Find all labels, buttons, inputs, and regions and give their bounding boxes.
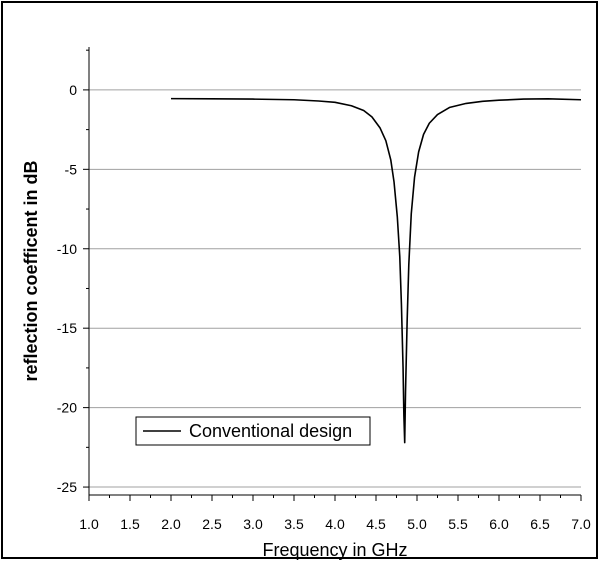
tick-marks xyxy=(83,49,582,501)
x-tick-label: 6.0 xyxy=(489,516,509,532)
x-tick-label: 7.0 xyxy=(571,516,591,532)
y-tick-label: -15 xyxy=(57,320,77,336)
x-tick-label: 6.5 xyxy=(530,516,550,532)
gridlines xyxy=(89,89,581,488)
legend: Conventional design xyxy=(135,416,371,446)
series-line-conventional-design xyxy=(170,97,582,444)
y-tick-labels: 0 -5 -10 -15 -20 -25 xyxy=(57,82,77,495)
x-tick-label: 3.5 xyxy=(284,516,304,532)
legend-label: Conventional design xyxy=(189,421,352,441)
x-tick-labels: 1.0 1.5 2.0 2.5 3.0 3.5 4.0 4.5 5.0 5.5 6.0 6.5 7.0 xyxy=(79,516,591,532)
x-tick-label: 1.0 xyxy=(79,516,99,532)
y-tick-label: -5 xyxy=(65,161,78,177)
y-tick-label: -25 xyxy=(57,479,77,495)
x-tick-label: 5.0 xyxy=(407,516,427,532)
x-axis-title: Frequency in GHz xyxy=(262,540,407,560)
x-tick-label: 2.5 xyxy=(202,516,222,532)
x-tick-label: 2.0 xyxy=(161,516,181,532)
x-tick-label: 3.0 xyxy=(243,516,263,532)
y-tick-label: 0 xyxy=(69,82,77,98)
chart-svg: 1.0 1.5 2.0 2.5 3.0 3.5 4.0 4.5 5.0 5.5 6.0 6.5 7.0 … xyxy=(21,47,591,560)
y-tick-label: -20 xyxy=(57,400,77,416)
x-tick-label: 5.5 xyxy=(448,516,468,532)
series-lines xyxy=(170,97,582,444)
x-tick-label: 4.5 xyxy=(366,516,386,532)
y-axis-title: reflection coefficent in dB xyxy=(21,160,41,381)
x-tick-label: 4.0 xyxy=(325,516,345,532)
y-tick-label: -10 xyxy=(57,241,77,257)
x-tick-label: 1.5 xyxy=(120,516,140,532)
